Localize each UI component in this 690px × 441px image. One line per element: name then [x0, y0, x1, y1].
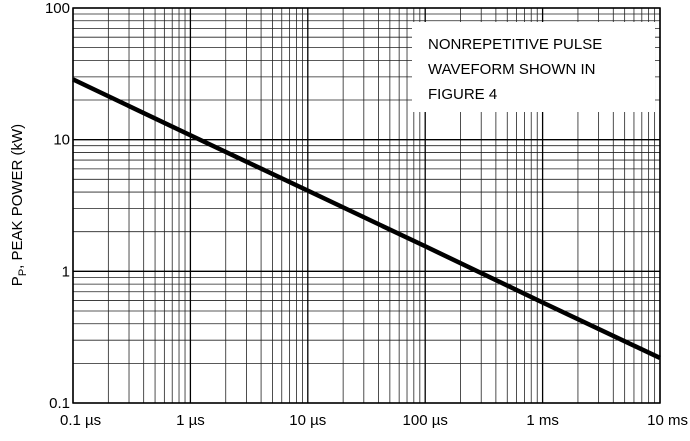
y-axis-label: PP, PEAK POWER (kW) — [9, 124, 29, 286]
marks: NONREPETITIVE PULSE WAVEFORM SHOWN IN FIGU… — [72, 22, 661, 360]
x-tick-label: 1 ms — [526, 412, 559, 429]
series-line — [72, 77, 661, 360]
annotation-line: WAVEFORM SHOWN IN — [428, 61, 596, 78]
y-tick-label: 10 — [53, 132, 70, 149]
annotation-box — [412, 22, 655, 112]
y-label-main: P — [9, 276, 26, 286]
x-tick-label: 10 µs — [289, 412, 326, 429]
plot-border — [72, 7, 661, 404]
x-tick-label: 10 ms — [647, 412, 688, 429]
annotation-line: NONREPETITIVE PULSE — [428, 36, 602, 53]
y-label-sub: P — [17, 269, 29, 276]
x-tick-label: 100 µs — [403, 412, 448, 429]
y-tick-label: 1 — [62, 263, 70, 280]
y-tick-label: 100 — [45, 0, 70, 17]
x-tick-label: 0.1 µs — [60, 412, 101, 429]
annotation-line: FIGURE 4 — [428, 86, 497, 103]
labels: 0.1 µs 1 µs 10 µs 100 µs 1 ms 10 ms 0.1 1 10 100 — [45, 0, 688, 429]
x-tick-label: 1 µs — [176, 412, 205, 429]
grid — [72, 7, 661, 404]
y-tick-label: 0.1 — [49, 395, 70, 412]
y-label-rest: , PEAK POWER (kW) — [9, 124, 26, 269]
